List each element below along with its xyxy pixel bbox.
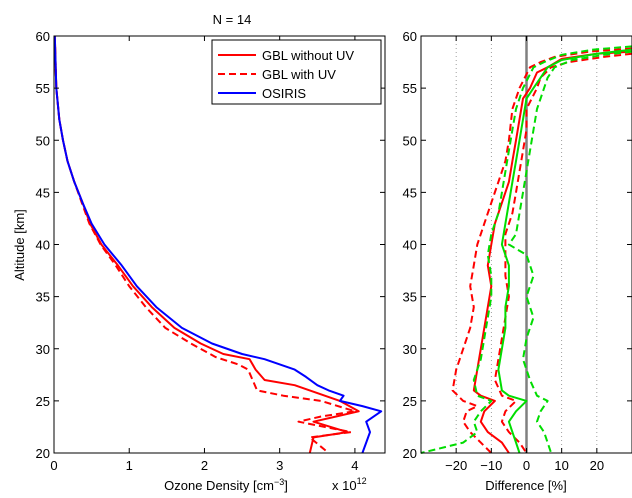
y-tick-label: 30: [36, 342, 50, 357]
x-tick-label: −20: [445, 458, 467, 473]
right-ticks: −20 −10 0 10 20 20 25 30 35 40 45 50 55 60: [403, 29, 632, 473]
y-tick-label: 30: [403, 342, 417, 357]
x-tick-label: −10: [480, 458, 502, 473]
y-tick-label: 60: [403, 29, 417, 44]
y-tick-label: 55: [36, 81, 50, 96]
y-tick-label: 50: [403, 133, 417, 148]
legend-label-gbl-with-uv: GBL with UV: [262, 67, 336, 82]
x-tick-label: 2: [201, 458, 208, 473]
y-tick-label: 35: [36, 290, 50, 305]
legend-label-osiris: OSIRIS: [262, 86, 306, 101]
x-tick-label: 0: [523, 458, 530, 473]
left-plot: N = 14 0 1 2 3 4 20 25 30 35 40 45 50 55 60 Altitude …: [12, 12, 386, 493]
series-line: [507, 50, 632, 454]
y-tick-label: 35: [403, 290, 417, 305]
legend: GBL without UV GBL with UV OSIRIS: [211, 39, 382, 105]
x-tick-label: 0: [50, 458, 57, 473]
y-tick-label: 55: [403, 81, 417, 96]
y-tick-label: 20: [36, 446, 50, 461]
left-ticks: 0 1 2 3 4 20 25 30 35 40 45 50 55 60: [36, 29, 385, 473]
chart-title: N = 14: [213, 12, 252, 27]
x-tick-label: 10: [554, 458, 568, 473]
series-line: [451, 47, 632, 454]
x-tick-label: 4: [351, 458, 358, 473]
right-series-group: [420, 45, 632, 454]
y-tick-label: 20: [403, 446, 417, 461]
y-tick-label: 45: [36, 185, 50, 200]
y-tick-label: 45: [403, 185, 417, 200]
x-tick-label: 3: [276, 458, 283, 473]
y-tick-label: 40: [403, 238, 417, 253]
left-series-group: [53, 35, 383, 454]
y-tick-label: 25: [403, 394, 417, 409]
y-axis-label: Altitude [km]: [12, 209, 27, 281]
series-line: [420, 45, 632, 454]
y-tick-label: 60: [36, 29, 50, 44]
y-tick-label: 50: [36, 133, 50, 148]
x-axis-multiplier: x 1012: [332, 476, 367, 493]
x-tick-label: 1: [126, 458, 133, 473]
series-line: [472, 50, 632, 454]
series-line: [493, 52, 632, 454]
series-line: [53, 35, 383, 454]
right-plot: −20 −10 0 10 20 20 25 30 35 40 45 50 55 60 Difference…: [403, 29, 632, 493]
y-tick-label: 25: [36, 394, 50, 409]
y-tick-label: 40: [36, 238, 50, 253]
x-tick-label: 20: [590, 458, 604, 473]
series-line: [53, 35, 356, 454]
series-line: [497, 48, 632, 454]
right-x-axis-label: Difference [%]: [485, 478, 566, 493]
x-axis-label: Ozone Density [cm−3]: [164, 477, 288, 493]
legend-label-gbl-without-uv: GBL without UV: [262, 48, 354, 63]
